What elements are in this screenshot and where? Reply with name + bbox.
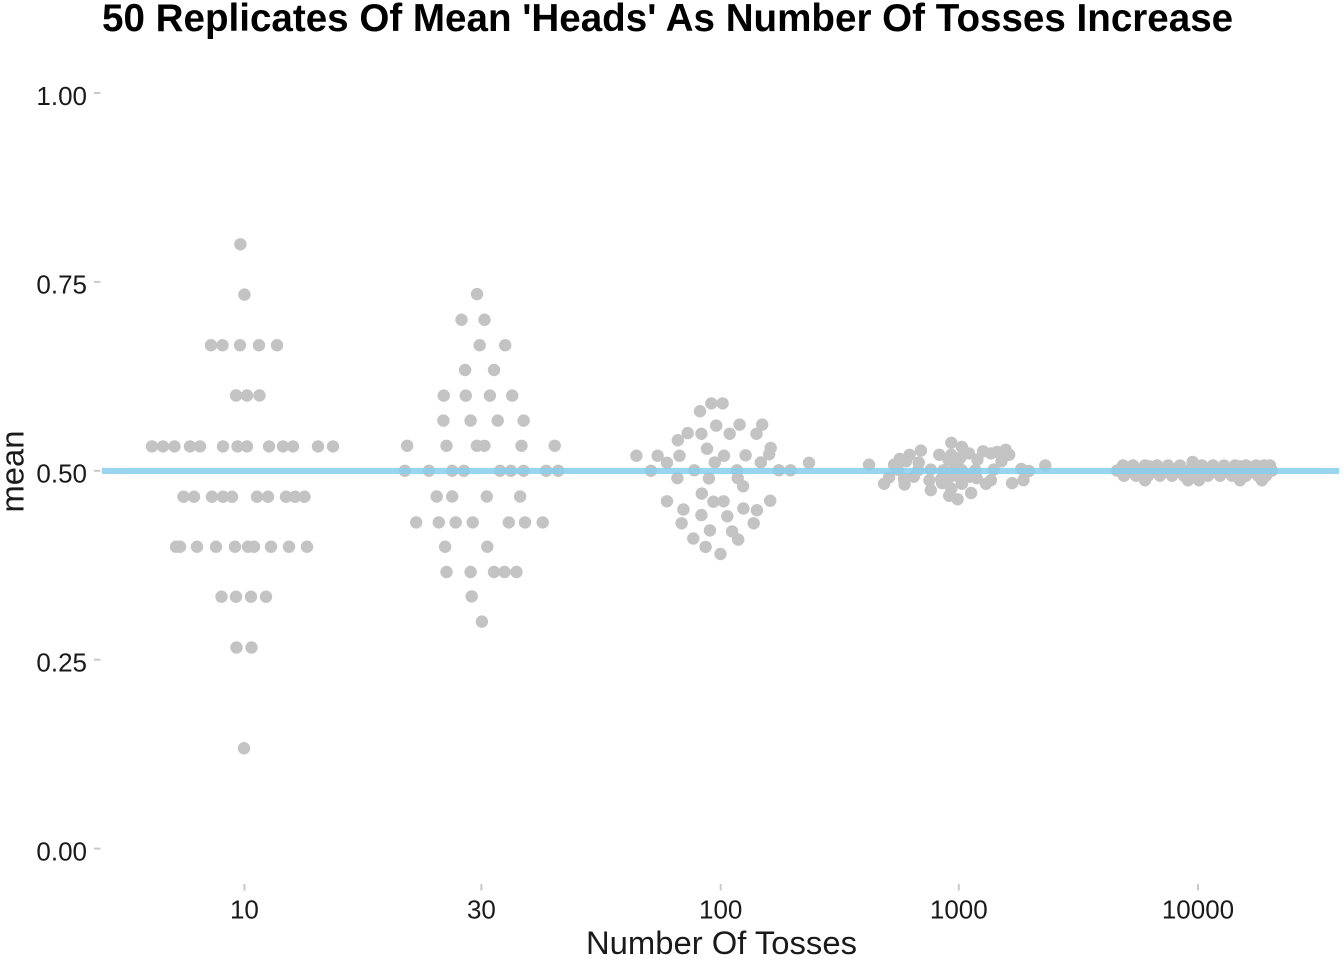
svg-text:0.00: 0.00 xyxy=(36,836,87,866)
svg-text:Number Of Tosses: Number Of Tosses xyxy=(586,924,857,960)
svg-text:10: 10 xyxy=(230,895,259,925)
svg-text:1000: 1000 xyxy=(930,895,988,925)
svg-text:30: 30 xyxy=(467,895,496,925)
svg-text:0.50: 0.50 xyxy=(36,459,87,489)
svg-text:0.25: 0.25 xyxy=(36,648,87,678)
svg-text:10000: 10000 xyxy=(1162,895,1234,925)
svg-text:100: 100 xyxy=(699,895,742,925)
svg-text:0.75: 0.75 xyxy=(36,270,87,300)
svg-text:1.00: 1.00 xyxy=(36,81,87,111)
svg-text:50 Replicates Of Mean 'Heads': 50 Replicates Of Mean 'Heads' As Number … xyxy=(102,0,1233,40)
svg-text:mean: mean xyxy=(0,430,30,512)
